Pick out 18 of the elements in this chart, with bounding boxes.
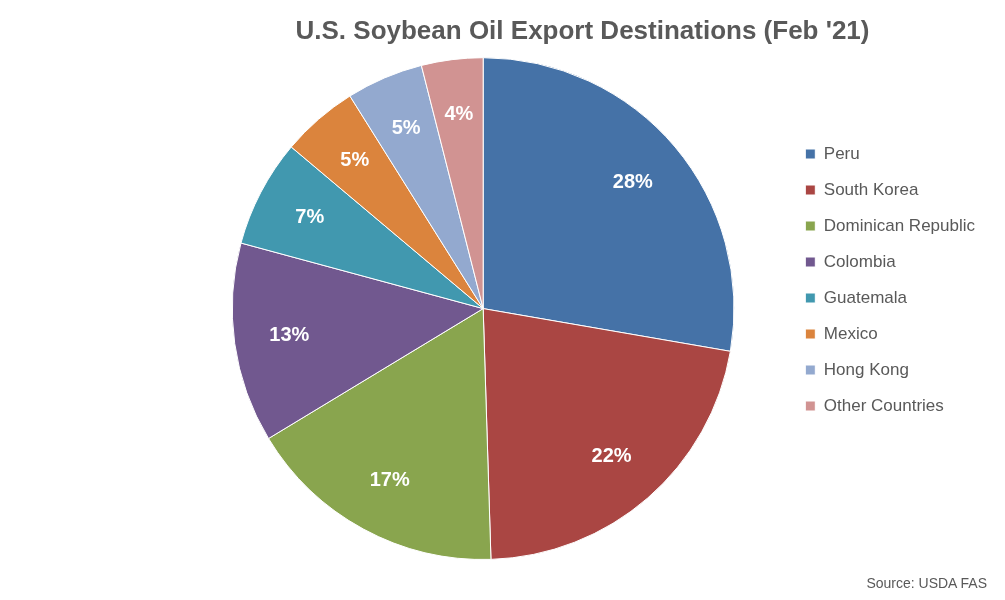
- data-label: 28%: [612, 170, 654, 193]
- chart-title: U.S. Soybean Oil Export Destinations (Feb '21): [295, 14, 870, 45]
- legend-label: South Korea: [823, 179, 919, 199]
- legend-label: Guatemala: [823, 287, 908, 307]
- data-label: 17%: [369, 468, 410, 491]
- data-label: 7%: [295, 205, 325, 228]
- legend-label: Colombia: [823, 251, 897, 271]
- data-label: 22%: [591, 443, 632, 466]
- data-label: 4%: [444, 101, 474, 124]
- legend-label: Mexico: [823, 323, 878, 343]
- legend-label: Peru: [823, 143, 860, 163]
- source-note: Source: USDA FAS: [866, 575, 987, 591]
- data-label: 5%: [391, 116, 421, 139]
- legend-label: Hong Kong: [823, 359, 909, 379]
- data-label: 5%: [340, 148, 370, 171]
- legend-label: Dominican Republic: [823, 215, 976, 235]
- legend-label: Other Countries: [823, 395, 944, 415]
- data-label: 13%: [269, 323, 310, 346]
